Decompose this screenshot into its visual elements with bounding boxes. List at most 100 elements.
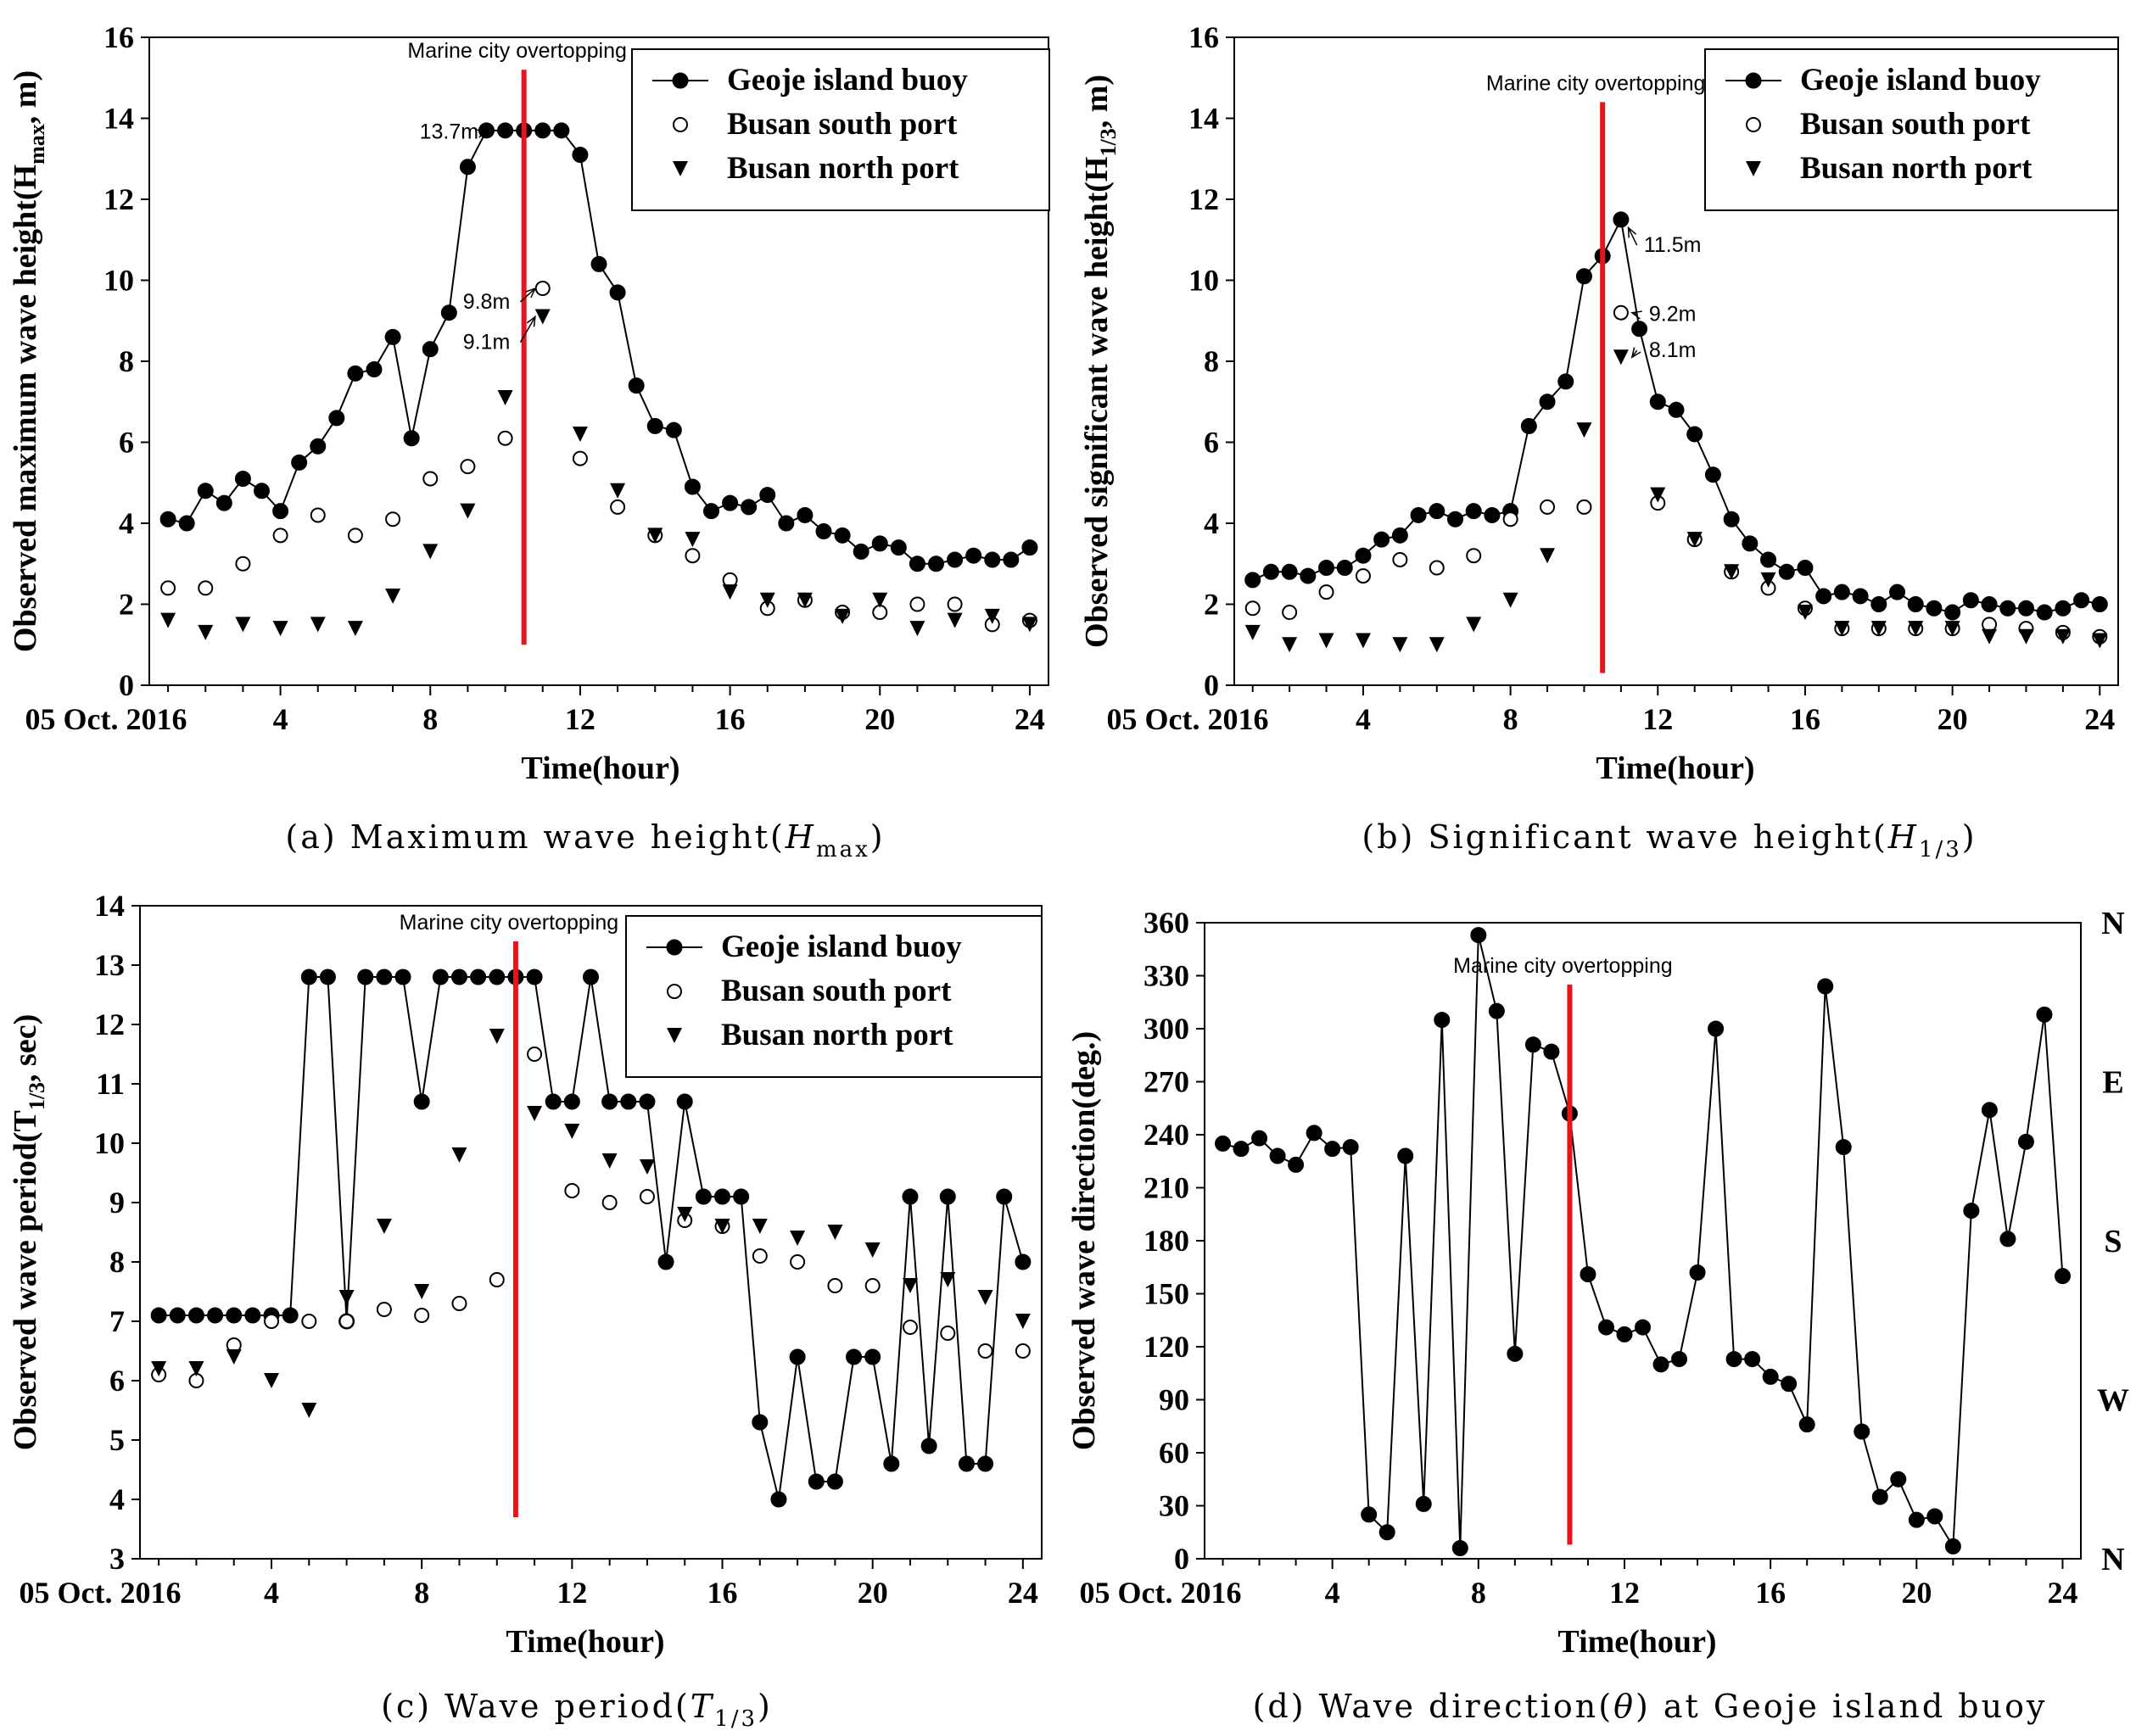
data-point bbox=[601, 1153, 618, 1169]
y-tick-label: 8 bbox=[109, 1245, 125, 1279]
data-point bbox=[1392, 637, 1408, 653]
data-point bbox=[1336, 560, 1353, 577]
annotation-arrowhead bbox=[1627, 226, 1637, 238]
plot-frame bbox=[1204, 922, 2082, 1560]
data-point bbox=[902, 1278, 918, 1293]
y-axis-label-suffix: , m) bbox=[1079, 75, 1115, 128]
data-point bbox=[1686, 532, 1703, 548]
value-annotation: 9.1m bbox=[463, 331, 511, 354]
data-point bbox=[1613, 304, 1629, 321]
legend-entry: Geoje island buoy bbox=[721, 929, 962, 964]
x-tick-label: 20 bbox=[1937, 702, 1968, 736]
data-point bbox=[1488, 1002, 1505, 1019]
data-point bbox=[440, 304, 457, 321]
y-axis-label: Observed wave period(T1/3, sec) bbox=[8, 1014, 49, 1451]
data-point bbox=[790, 1254, 806, 1270]
data-point bbox=[527, 1047, 543, 1062]
data-point bbox=[790, 1231, 806, 1246]
data-point bbox=[1539, 394, 1556, 410]
data-point bbox=[272, 621, 288, 637]
y-axis-label: Observed maximum wave height(Hmax, m) bbox=[8, 70, 49, 652]
data-point bbox=[1890, 1471, 1907, 1488]
data-point bbox=[1616, 1326, 1633, 1342]
data-point bbox=[1575, 268, 1592, 285]
data-point bbox=[1982, 628, 1998, 645]
data-point bbox=[2017, 1133, 2034, 1150]
data-point bbox=[1324, 1141, 1341, 1158]
x-tick-label: 16 bbox=[715, 702, 746, 736]
data-point bbox=[1778, 563, 1795, 580]
data-point bbox=[583, 968, 599, 985]
legend-entry: Busan south port bbox=[721, 974, 952, 1008]
x-tick-label: 20 bbox=[858, 1576, 888, 1610]
data-point bbox=[226, 1307, 243, 1324]
x-tick-label: 8 bbox=[1503, 702, 1518, 736]
x-axis-label: Time(hour) bbox=[1596, 751, 1754, 786]
data-point bbox=[1540, 548, 1556, 564]
panel-caption: (a) Maximum wave height(Hmax) bbox=[285, 818, 885, 862]
data-point bbox=[489, 968, 506, 985]
data-point bbox=[1962, 592, 1979, 609]
data-point bbox=[215, 494, 232, 511]
data-point bbox=[338, 1314, 355, 1329]
data-point bbox=[347, 527, 363, 544]
data-point bbox=[601, 1195, 618, 1210]
data-point bbox=[601, 1093, 618, 1110]
data-point bbox=[1908, 621, 1924, 637]
data-point bbox=[497, 430, 513, 446]
data-point bbox=[2054, 1268, 2071, 1285]
data-point bbox=[676, 1093, 693, 1110]
data-point bbox=[864, 1348, 881, 1365]
data-point bbox=[169, 1307, 186, 1324]
data-point bbox=[572, 426, 588, 442]
event-label: Marine city overtopping bbox=[1486, 71, 1705, 95]
compass-label: S bbox=[2104, 1224, 2122, 1259]
caption-text: (b) Significant wave height( bbox=[1362, 818, 1887, 856]
caption-variable: H bbox=[1887, 818, 1919, 856]
data-point bbox=[2055, 628, 2071, 645]
data-point bbox=[470, 968, 487, 985]
data-point bbox=[1944, 604, 1961, 621]
panel-caption: (c) Wave period(T1/3) bbox=[381, 1688, 773, 1732]
data-point bbox=[1926, 600, 1943, 617]
data-point bbox=[497, 389, 513, 405]
data-point bbox=[1543, 1043, 1560, 1060]
y-tick-label: 6 bbox=[109, 1364, 125, 1398]
data-point bbox=[459, 159, 476, 176]
data-point bbox=[1397, 1147, 1414, 1164]
data-point bbox=[553, 122, 570, 139]
data-point bbox=[1502, 511, 1518, 527]
data-point bbox=[1889, 583, 1905, 600]
data-point bbox=[300, 968, 317, 985]
data-point bbox=[714, 1219, 730, 1234]
data-point bbox=[2036, 604, 2053, 621]
data-point bbox=[1671, 1351, 1688, 1368]
data-point bbox=[1649, 394, 1666, 410]
data-point bbox=[1999, 1231, 2016, 1248]
value-annotation: 11.5m bbox=[1644, 233, 1702, 257]
data-point bbox=[1834, 621, 1850, 637]
data-point bbox=[1392, 551, 1408, 567]
data-point bbox=[1540, 499, 1556, 515]
x-axis-label: Time(hour) bbox=[1557, 1624, 1716, 1660]
y-tick-label: 2 bbox=[119, 588, 134, 622]
annotation-arrowhead bbox=[1630, 347, 1641, 359]
data-point bbox=[545, 1093, 562, 1110]
data-point bbox=[909, 555, 925, 572]
data-point bbox=[572, 450, 588, 466]
data-point bbox=[1689, 1264, 1706, 1281]
data-point bbox=[639, 1189, 655, 1204]
y-tick-label: 120 bbox=[1143, 1330, 1189, 1364]
y-tick-label: 210 bbox=[1143, 1171, 1189, 1205]
data-point bbox=[1373, 531, 1390, 548]
y-tick-label: 7 bbox=[109, 1304, 125, 1338]
legend-marker bbox=[667, 984, 682, 999]
data-point bbox=[1429, 560, 1445, 576]
data-point bbox=[1003, 551, 1020, 568]
data-point bbox=[902, 1320, 918, 1335]
data-point bbox=[996, 1188, 1013, 1205]
y-tick-label: 10 bbox=[1188, 264, 1219, 298]
x-axis-label: Time(hour) bbox=[506, 1624, 664, 1660]
data-point bbox=[759, 592, 775, 608]
data-point bbox=[403, 430, 420, 447]
